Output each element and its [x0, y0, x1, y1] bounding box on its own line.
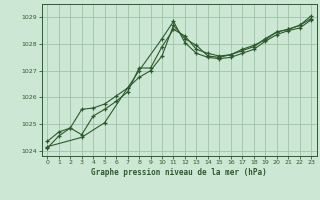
X-axis label: Graphe pression niveau de la mer (hPa): Graphe pression niveau de la mer (hPa)	[91, 168, 267, 177]
